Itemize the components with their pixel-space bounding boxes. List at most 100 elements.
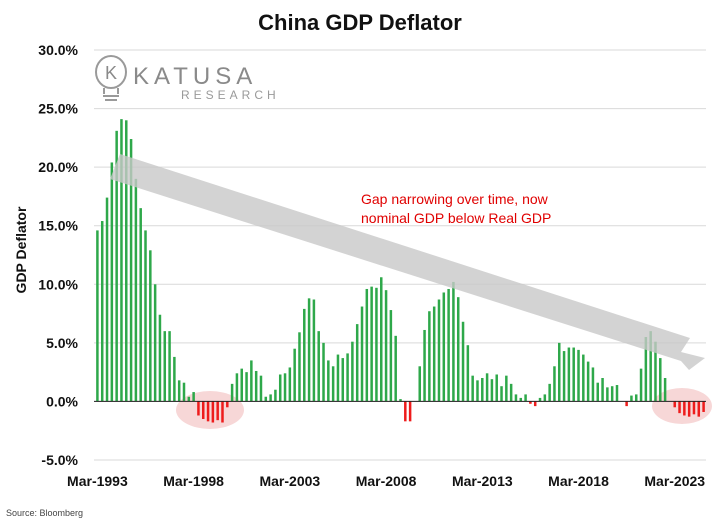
source-note: Source: Bloomberg bbox=[6, 508, 83, 518]
bar bbox=[596, 382, 599, 402]
bar bbox=[293, 348, 296, 402]
bar bbox=[471, 375, 474, 402]
bar bbox=[312, 299, 316, 402]
bar bbox=[197, 401, 200, 416]
bar bbox=[158, 314, 162, 402]
bar bbox=[481, 378, 484, 402]
bar bbox=[572, 347, 575, 402]
bar bbox=[139, 208, 142, 402]
x-tick-label: Mar-2008 bbox=[356, 473, 417, 489]
bars bbox=[96, 119, 705, 423]
y-tick-label: -5.0% bbox=[41, 452, 78, 468]
bar bbox=[543, 394, 547, 402]
bar bbox=[673, 401, 676, 408]
bar bbox=[692, 401, 696, 415]
x-tick-label: Mar-2018 bbox=[548, 473, 609, 489]
bar bbox=[432, 306, 436, 402]
bar bbox=[509, 383, 513, 402]
y-tick-label: 15.0% bbox=[38, 218, 78, 234]
highlight-1998-negatives bbox=[176, 391, 244, 429]
bar bbox=[226, 401, 229, 408]
bar bbox=[452, 281, 455, 402]
bar bbox=[288, 367, 292, 402]
bar bbox=[149, 250, 152, 402]
bar bbox=[250, 360, 253, 402]
bar bbox=[399, 399, 402, 402]
logo-glyph: K bbox=[105, 63, 117, 83]
bar bbox=[341, 358, 345, 402]
bar bbox=[442, 292, 446, 402]
y-tick-label: 30.0% bbox=[38, 42, 78, 58]
bar bbox=[269, 394, 272, 402]
bar bbox=[461, 321, 465, 402]
bar bbox=[649, 331, 652, 402]
bar bbox=[298, 332, 301, 402]
bar bbox=[283, 373, 287, 402]
bar bbox=[678, 401, 681, 414]
bar bbox=[630, 395, 633, 402]
bar bbox=[538, 397, 542, 402]
bar bbox=[327, 360, 330, 402]
bar bbox=[404, 401, 407, 422]
bar bbox=[187, 396, 191, 402]
bar bbox=[418, 366, 421, 402]
bar bbox=[192, 392, 195, 402]
bar bbox=[663, 378, 667, 402]
x-tick-label: Mar-2023 bbox=[644, 473, 705, 489]
bar bbox=[567, 347, 571, 402]
bar bbox=[394, 335, 397, 402]
bar bbox=[553, 366, 556, 402]
bar bbox=[423, 329, 426, 402]
y-tick-label: 0.0% bbox=[46, 393, 78, 409]
bar bbox=[447, 288, 450, 402]
bar bbox=[177, 380, 181, 402]
bar bbox=[562, 351, 566, 402]
logo-brand-text: KATUSA bbox=[133, 63, 257, 90]
katusa-logo: K KATUSA RESEARCH bbox=[95, 55, 276, 102]
bar bbox=[490, 379, 494, 402]
bar bbox=[384, 290, 388, 402]
bar bbox=[659, 358, 662, 402]
annotation-line-2: nominal GDP below Real GDP bbox=[361, 210, 551, 226]
bar bbox=[153, 284, 157, 402]
bar bbox=[202, 401, 205, 419]
bar bbox=[485, 373, 489, 402]
bar bbox=[456, 297, 460, 402]
bar bbox=[206, 401, 210, 422]
bar bbox=[639, 368, 643, 402]
bar bbox=[235, 373, 239, 402]
bar bbox=[615, 385, 619, 402]
bar bbox=[317, 331, 320, 402]
bar bbox=[428, 311, 431, 402]
bar bbox=[606, 387, 609, 402]
bar bbox=[375, 287, 378, 402]
x-tick-label: Mar-1998 bbox=[163, 473, 224, 489]
bar bbox=[216, 401, 219, 421]
bar bbox=[105, 197, 109, 402]
annotation-line-1: Gap narrowing over time, now bbox=[361, 191, 549, 207]
bar bbox=[125, 120, 128, 402]
bar bbox=[610, 386, 614, 402]
bar bbox=[346, 353, 349, 402]
bar bbox=[115, 130, 118, 402]
bar bbox=[533, 401, 537, 407]
bar bbox=[408, 401, 412, 422]
bar bbox=[437, 299, 441, 402]
bar bbox=[586, 361, 590, 402]
bar bbox=[514, 394, 518, 402]
bar bbox=[683, 401, 686, 416]
bar bbox=[365, 288, 369, 402]
bar bbox=[182, 382, 186, 402]
bar bbox=[495, 374, 498, 402]
x-tick-label: Mar-2013 bbox=[452, 473, 513, 489]
trend-arrow bbox=[110, 154, 705, 370]
bar bbox=[322, 342, 325, 402]
bar bbox=[370, 286, 373, 402]
bar bbox=[331, 366, 335, 402]
bar bbox=[240, 368, 243, 402]
x-tick-label: Mar-1993 bbox=[67, 473, 128, 489]
bar bbox=[110, 162, 114, 402]
bar bbox=[654, 341, 657, 402]
y-tick-label: 5.0% bbox=[46, 335, 78, 351]
